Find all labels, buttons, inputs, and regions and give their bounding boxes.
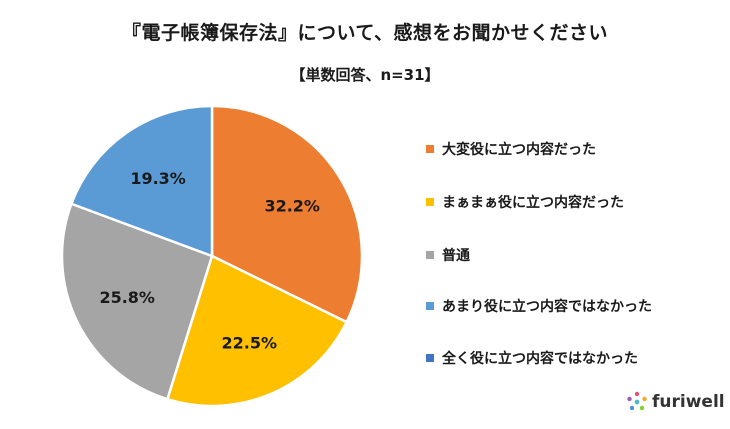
slice-label: 22.5% xyxy=(222,333,278,352)
slice-label: 32.2% xyxy=(264,197,320,216)
pie-slice xyxy=(60,202,214,401)
legend-swatch xyxy=(426,198,434,206)
legend-item-3: 普通 xyxy=(426,245,470,265)
legend-swatch xyxy=(426,251,434,259)
furiwell-logo-icon xyxy=(627,391,647,411)
legend-label: 全く役に立つ内容ではなかった xyxy=(442,351,638,367)
chart-title: 『電子帳簿保存法』について、感想をお聞かせください xyxy=(122,22,608,44)
legend-label: 普通 xyxy=(442,248,470,264)
legend-item-5: 全く役に立つ内容ではなかった xyxy=(426,348,638,368)
brand-name: furiwell xyxy=(652,392,725,412)
pie-slice xyxy=(70,104,214,258)
slice-label: 25.8% xyxy=(99,288,155,307)
legend-item-1: 大変役に立つ内容だった xyxy=(426,139,596,159)
legend-item-4: あまり役に立つ内容ではなかった xyxy=(426,296,652,316)
legend-label: まぁまぁ役に立つ内容だった xyxy=(442,195,624,211)
legend-swatch xyxy=(426,302,434,310)
legend-swatch xyxy=(426,354,434,362)
pie-slice xyxy=(210,104,364,324)
legend-label: あまり役に立つ内容ではなかった xyxy=(442,299,652,315)
slice-label: 19.3% xyxy=(130,169,186,188)
pie-slice xyxy=(166,254,348,408)
brand-logo: furiwell xyxy=(626,391,725,413)
chart-subtitle: 【単数回答、n=31】 xyxy=(290,66,440,84)
legend-item-2: まぁまぁ役に立つ内容だった xyxy=(426,192,624,212)
legend-swatch xyxy=(426,145,434,153)
legend-label: 大変役に立つ内容だった xyxy=(442,142,596,158)
